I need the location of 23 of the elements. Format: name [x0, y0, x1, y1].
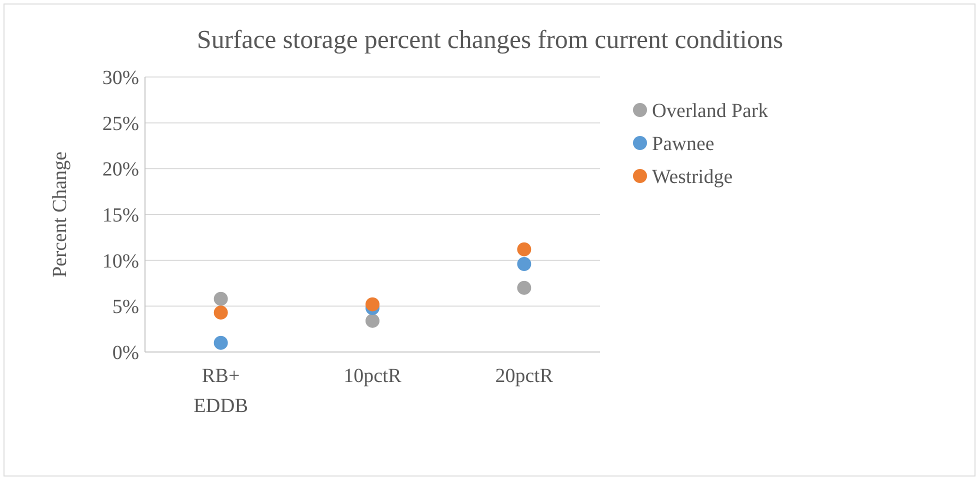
y-tick-label: 25%	[102, 112, 139, 135]
y-tick-label: 0%	[112, 342, 139, 364]
x-tick-label: 20pctR	[495, 365, 554, 387]
y-axis-title: Percent Change	[49, 151, 71, 278]
legend-label: Overland Park	[652, 100, 768, 122]
point	[366, 297, 380, 312]
point	[517, 280, 532, 295]
chart-title: Surface storage percent changes from current conditions	[196, 25, 784, 54]
x-tick-label: RB+ EDDB	[194, 365, 248, 417]
x-tick-label: 10pctR	[344, 365, 402, 387]
point	[366, 314, 380, 328]
point	[214, 292, 228, 306]
y-tick-label: 5%	[112, 296, 139, 318]
y-tick-label: 20%	[102, 158, 139, 181]
y-tick-label: 15%	[102, 204, 139, 226]
legend-label: Pawnee	[652, 133, 714, 155]
point	[517, 242, 532, 256]
point	[214, 306, 228, 320]
y-tick-label: 30%	[102, 67, 139, 89]
point	[214, 336, 228, 350]
point	[517, 257, 532, 271]
y-tick-label: 10%	[102, 250, 139, 272]
legend-label: Westridge	[652, 166, 733, 188]
